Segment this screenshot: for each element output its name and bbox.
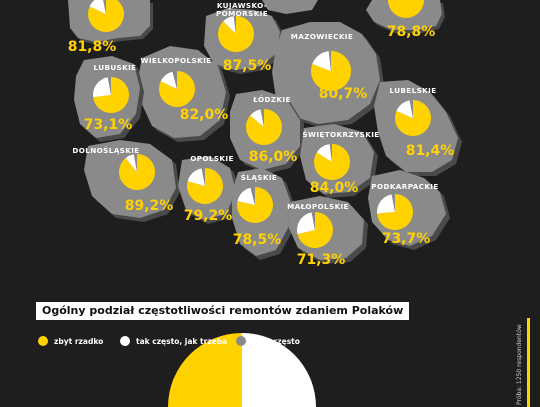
region-value-lodzkie: 86,0%	[249, 149, 298, 165]
legend-item-too-often: zbyt często	[236, 335, 300, 347]
pie-lubelskie-as-needed-segment	[396, 100, 413, 118]
pie-swietokrzyskie-as-needed-segment	[316, 144, 332, 162]
pie-lubuskie-as-needed-segment	[93, 77, 111, 98]
pie-kujawsko-pomorskie-as-needed-segment	[223, 16, 236, 34]
pie-lubelskie-too-rarely-segment	[395, 100, 432, 136]
overall-pie-chart	[168, 333, 316, 407]
pie-mazowieckie-too-often-segment	[328, 51, 331, 71]
region-name-lubelskie: LUBELSKIE	[389, 86, 436, 95]
pie-lubelskie-too-often-segment	[409, 100, 413, 118]
pie-kujawsko-pomorskie-too-often-segment	[233, 15, 236, 35]
region-name-dolnoslaskie: DOLNOŚLĄSKIE	[72, 146, 139, 155]
pie-lodzkie-as-needed-segment	[250, 109, 264, 127]
region-value-dolnoslaskie: 89,2%	[125, 198, 174, 214]
pie-lodzkie-too-often-segment	[260, 109, 264, 127]
legend-swatch-too-rarely	[38, 336, 48, 346]
region-value-mazowieckie: 80,7%	[319, 86, 368, 102]
region-shape-top-middle	[262, 0, 318, 14]
pie-malopolskie-too-often-segment	[311, 212, 315, 230]
region-value-slaskie: 78,5%	[233, 232, 282, 248]
legend-label-too-rarely: zbyt rzadko	[54, 336, 104, 346]
region-name-wielkopolskie: WIELKOPOLSKIE	[141, 56, 212, 65]
pie-podkarpackie-as-needed-segment	[377, 194, 395, 214]
pie-lodzkie-too-rarely-segment	[246, 109, 283, 145]
pie-podkarpackie-too-often-segment	[391, 194, 395, 212]
region-name-mazowieckie: MAZOWIECKIE	[291, 32, 353, 41]
pie-mazowieckie-too-rarely-segment	[311, 51, 352, 92]
overall-chart-title: Ogólny podział częstotliwości remontów z…	[36, 302, 410, 320]
pie-top-right-too-rarely-segment	[388, 0, 424, 18]
pie-kujawsko-pomorskie-too-rarely-segment	[217, 16, 254, 52]
legend-item-too-rarely: zbyt rzadko	[38, 335, 103, 347]
region-value-swietokrzyskie: 84,0%	[310, 180, 359, 196]
legend-label-as-needed: tak często, jak trzeba	[136, 336, 228, 346]
pie-podkarpackie-too-rarely-segment	[377, 194, 413, 230]
region-name-slaskie: ŚLĄSKIE	[241, 173, 277, 182]
overall-pie-as-needed-segment	[242, 333, 316, 407]
pie-opolskie-too-often-segment	[201, 168, 205, 186]
region-value-kujawsko-pomorskie: 87,5%	[223, 58, 272, 74]
sample-size-note: Próba: 1250 respondentów	[516, 324, 523, 405]
pie-opolskie-as-needed-segment	[187, 168, 205, 186]
region-name-opolskie: OPOLSKIE	[190, 154, 234, 163]
pie-top-left-as-needed-segment	[89, 0, 106, 14]
pie-dolnoslaskie-too-often-segment	[133, 154, 137, 172]
region-name-swietokrzyskie: ŚWIĘTOKRZYSKIE	[302, 130, 379, 139]
pie-wielkopolskie-too-rarely-segment	[158, 71, 195, 107]
pie-slaskie-as-needed-segment	[237, 187, 255, 205]
region-value-top-right: 78,8%	[387, 24, 436, 40]
overall-pie-as-needed-label: 11,6%	[256, 375, 298, 389]
region-value-opolskie: 79,2%	[184, 208, 233, 224]
pie-swietokrzyskie-too-rarely-segment	[314, 144, 351, 180]
region-name-lubuskie: LUBUSKIE	[93, 63, 136, 72]
region-value-lubelskie: 81,4%	[406, 143, 455, 159]
pie-top-left-too-often-segment	[103, 0, 106, 14]
pie-wielkopolskie-as-needed-segment	[160, 71, 177, 89]
pie-top-left-too-rarely-segment	[88, 0, 124, 32]
region-name-kujawsko-pomorskie-line1: KUJAWSKO-	[217, 1, 267, 10]
pie-slaskie-too-rarely-segment	[236, 187, 273, 223]
region-labels: KUJAWSKO- POMORSKIE MAZOWIECKIE WIELKOPO…	[68, 1, 455, 268]
pie-lubuskie-too-often-segment	[107, 77, 111, 95]
region-name-lodzkie: ŁÓDZKIE	[252, 95, 291, 104]
pie-wielkopolskie-too-often-segment	[172, 71, 177, 89]
region-value-malopolskie: 71,3%	[297, 252, 346, 268]
pie-dolnoslaskie-as-needed-segment	[125, 154, 137, 172]
pie-mazowieckie-as-needed-segment	[312, 51, 331, 71]
legend-label-too-often: zbyt często	[252, 336, 300, 346]
pie-malopolskie-too-rarely-segment	[297, 212, 333, 248]
legend-item-as-needed: tak często, jak trzeba	[120, 335, 227, 347]
legend-swatch-as-needed	[120, 336, 130, 346]
region-value-wielkopolskie: 82,0%	[180, 107, 229, 123]
region-value-lubuskie: 73,1%	[84, 117, 133, 133]
pie-lubuskie-too-rarely-segment	[93, 77, 130, 113]
pie-opolskie-too-rarely-segment	[186, 168, 223, 204]
region-name-kujawsko-pomorskie-line2: POMORSKIE	[216, 9, 268, 18]
overall-pie-too-rarely-segment	[168, 333, 242, 407]
region-name-malopolskie: MAŁOPOLSKIE	[287, 202, 349, 211]
region-pie-charts	[88, 0, 432, 248]
legend-swatch-too-often	[236, 336, 246, 346]
region-value-top-left: 81,8%	[68, 39, 117, 55]
region-name-podkarpackie: PODKARPACKIE	[371, 182, 438, 191]
side-accent-bar	[527, 318, 530, 407]
pie-swietokrzyskie-too-often-segment	[329, 143, 332, 162]
region-value-podkarpackie: 73,7%	[382, 231, 431, 247]
pie-dolnoslaskie-too-rarely-segment	[119, 154, 156, 191]
pie-slaskie-too-often-segment	[250, 187, 255, 205]
pie-malopolskie-as-needed-segment	[296, 212, 315, 235]
